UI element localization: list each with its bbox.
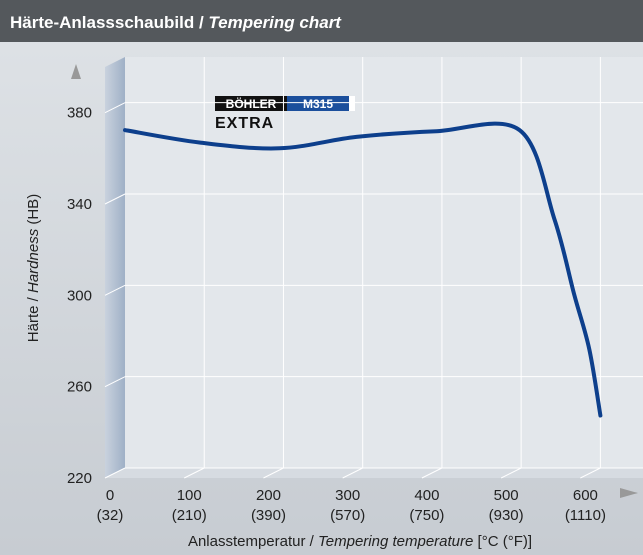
grid-line-wall <box>104 376 126 388</box>
grid-line-wall <box>104 467 126 479</box>
x-arrow <box>620 488 638 498</box>
grid-line-floor <box>421 467 443 479</box>
y-tick-label: 380 <box>67 105 92 122</box>
y-tick-label: 300 <box>67 287 92 304</box>
y-arrow <box>71 64 81 79</box>
floor <box>105 468 643 478</box>
logo-grade-box <box>287 96 349 111</box>
grid-line-floor <box>342 467 363 479</box>
x-tick-label-f: (570) <box>330 507 365 524</box>
x-tick-label: 300 <box>335 487 360 504</box>
x-tick-label: 500 <box>494 487 519 504</box>
logo-grade: M315 <box>303 97 333 111</box>
x-tick-label: 600 <box>573 487 598 504</box>
logo: BÖHLER M315 EXTRA <box>215 96 355 132</box>
y-axis-title: Härte / Hardness (HB) <box>25 194 42 342</box>
grid-line-wall <box>104 193 126 205</box>
y-tick-label: 220 <box>67 470 92 487</box>
grid-line-wall <box>104 102 126 114</box>
plot-area <box>125 57 643 468</box>
logo-brand: BÖHLER <box>226 96 277 111</box>
data-line <box>123 121 603 418</box>
grid-line-floor <box>263 467 284 479</box>
x-tick-label: 200 <box>256 487 281 504</box>
x-tick-label-f: (750) <box>409 507 444 524</box>
chart-title: Härte-Anlassschaubild / Tempering chart <box>10 13 342 32</box>
logo-suffix: EXTRA <box>215 115 274 132</box>
y-tick-label: 340 <box>67 196 92 213</box>
grid-line-floor <box>184 467 205 479</box>
x-axis-title: Anlasstemperatur / Tempering temperature… <box>188 533 532 550</box>
grid-line-floor <box>500 467 522 479</box>
grid-line-floor <box>580 467 601 479</box>
grid-line-wall <box>104 284 126 296</box>
x-tick-label-f: (32) <box>97 507 124 524</box>
y-tick-label: 260 <box>67 379 92 396</box>
logo-brand-box <box>215 96 287 111</box>
x-tick-label: 100 <box>177 487 202 504</box>
x-tick-label-f: (1110) <box>565 507 606 524</box>
x-tick-label-f: (390) <box>251 507 286 524</box>
x-tick-label: 0 <box>106 487 114 504</box>
x-tick-label-f: (930) <box>489 507 524 524</box>
header <box>0 0 643 42</box>
left-wall <box>105 57 125 478</box>
x-tick-label-f: (210) <box>172 507 207 524</box>
x-tick-label: 400 <box>414 487 439 504</box>
